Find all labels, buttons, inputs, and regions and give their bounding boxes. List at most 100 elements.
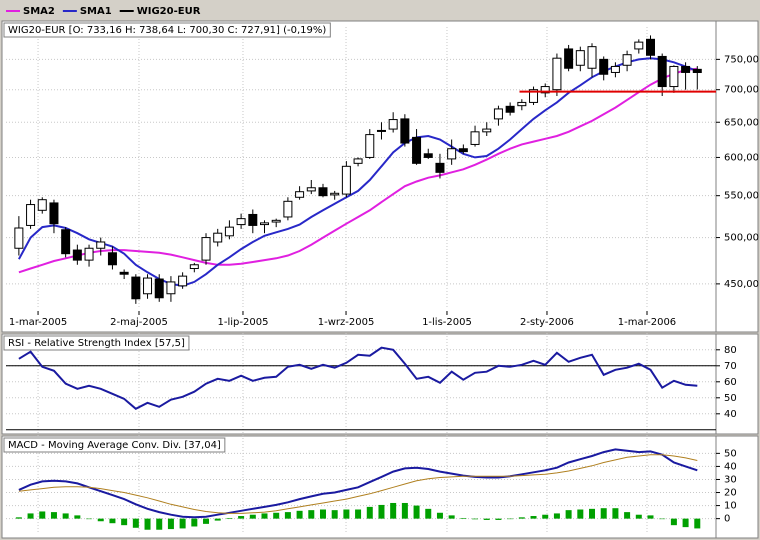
histogram-bar: [553, 513, 560, 519]
panel-title: WIG20-EUR [O: 733,16 H: 738,64 L: 700,30…: [8, 25, 326, 36]
candle-body: [154, 278, 164, 299]
candle-body: [634, 41, 644, 50]
candle-body: [540, 86, 550, 94]
macd-panel: [1, 435, 759, 539]
histogram-bar: [284, 512, 291, 519]
candle-body: [599, 58, 609, 75]
histogram-bar: [319, 509, 326, 519]
candle-body: [236, 218, 246, 226]
histogram-bar: [27, 513, 34, 519]
y-tick-label: 80: [724, 345, 737, 356]
y-tick-label: 70: [724, 361, 737, 372]
histogram-bar: [179, 518, 186, 529]
histogram-bar: [530, 516, 537, 519]
y-tick-label: 500,00: [724, 233, 759, 244]
candle-body: [72, 249, 82, 261]
candle-body: [49, 202, 59, 225]
histogram-bar: [577, 509, 584, 519]
x-tick-label: 1-lip-2005: [218, 317, 269, 328]
candle-body: [26, 204, 36, 226]
histogram-bar: [425, 508, 432, 519]
candle-body: [505, 105, 515, 113]
candle-body: [295, 191, 305, 198]
histogram-bar: [670, 518, 677, 526]
histogram-bar: [132, 518, 139, 528]
candle-body: [552, 57, 562, 91]
candle-body: [376, 129, 386, 132]
histogram-bar: [401, 502, 408, 519]
series-line: [18, 448, 698, 519]
candle-body: [447, 148, 457, 160]
histogram-bar: [296, 510, 303, 519]
x-tick-label: 1-lis-2005: [422, 317, 472, 328]
series-line: [18, 67, 698, 274]
panel-title: RSI - Relative Strength Index [57,5]: [8, 338, 185, 349]
y-tick-label: 50: [724, 448, 737, 459]
candle-body: [14, 227, 24, 249]
histogram-bar: [238, 516, 245, 519]
candle-body: [365, 134, 375, 158]
candle-body: [669, 65, 679, 88]
histogram-bar: [62, 513, 69, 519]
caption-box: [3, 437, 226, 453]
y-tick-label: 20: [724, 488, 737, 499]
histogram-bar: [483, 518, 490, 520]
histogram-bar: [694, 518, 701, 529]
histogram-bar: [15, 517, 22, 519]
candle-body: [143, 277, 153, 295]
x-tick-label: 1-mar-2006: [618, 317, 676, 328]
rsi-panel: [1, 333, 759, 435]
candle-body: [564, 48, 574, 69]
candle-body: [517, 101, 527, 107]
histogram-bar: [97, 518, 104, 522]
y-tick-label: 750,00: [724, 54, 759, 65]
candle-body: [400, 118, 410, 144]
y-tick-label: 50: [724, 393, 737, 404]
candle-body: [131, 276, 141, 300]
y-tick-label: 60: [724, 377, 737, 388]
candle-body: [645, 38, 655, 56]
candle-body: [692, 68, 702, 74]
legend-label: SMA2: [23, 6, 55, 17]
histogram-bar: [600, 508, 607, 519]
histogram-bar: [542, 514, 549, 519]
candle-body: [470, 131, 480, 145]
histogram-bar: [460, 517, 467, 519]
histogram-bar: [507, 518, 514, 520]
candle-body: [224, 226, 234, 237]
histogram-bar: [39, 511, 46, 519]
candle-body: [248, 213, 258, 226]
caption-box: [3, 22, 331, 38]
x-tick-label: 2-maj-2005: [110, 317, 168, 328]
legend-label: SMA1: [80, 6, 112, 17]
candle-body: [61, 229, 71, 255]
histogram-bar: [355, 509, 362, 519]
candle-body: [189, 264, 199, 270]
y-tick-label: 450,00: [724, 279, 759, 290]
histogram-bar: [121, 518, 128, 526]
histogram-bar: [308, 510, 315, 519]
candle-body: [107, 252, 117, 266]
histogram-bar: [331, 510, 338, 519]
y-tick-label: 30: [724, 474, 737, 485]
y-tick-label: 40: [724, 409, 737, 420]
histogram-bar: [495, 518, 502, 520]
series-line: [18, 346, 698, 410]
y-tick-label: 40: [724, 461, 737, 472]
histogram-bar: [226, 517, 233, 519]
histogram-bar: [273, 512, 280, 519]
y-tick-label: 10: [724, 501, 737, 512]
histogram-bar: [191, 518, 198, 527]
histogram-bar: [612, 508, 619, 519]
candle-body: [587, 46, 597, 69]
candle-body: [260, 222, 270, 226]
candle-body: [435, 162, 445, 173]
candle-body: [388, 119, 398, 130]
candle-body: [622, 54, 632, 66]
histogram-bar: [366, 506, 373, 519]
histogram-bar: [86, 518, 93, 520]
x-tick-label: 2-sty-2006: [520, 317, 574, 328]
candle-body: [482, 128, 492, 133]
histogram-bar: [518, 517, 525, 519]
